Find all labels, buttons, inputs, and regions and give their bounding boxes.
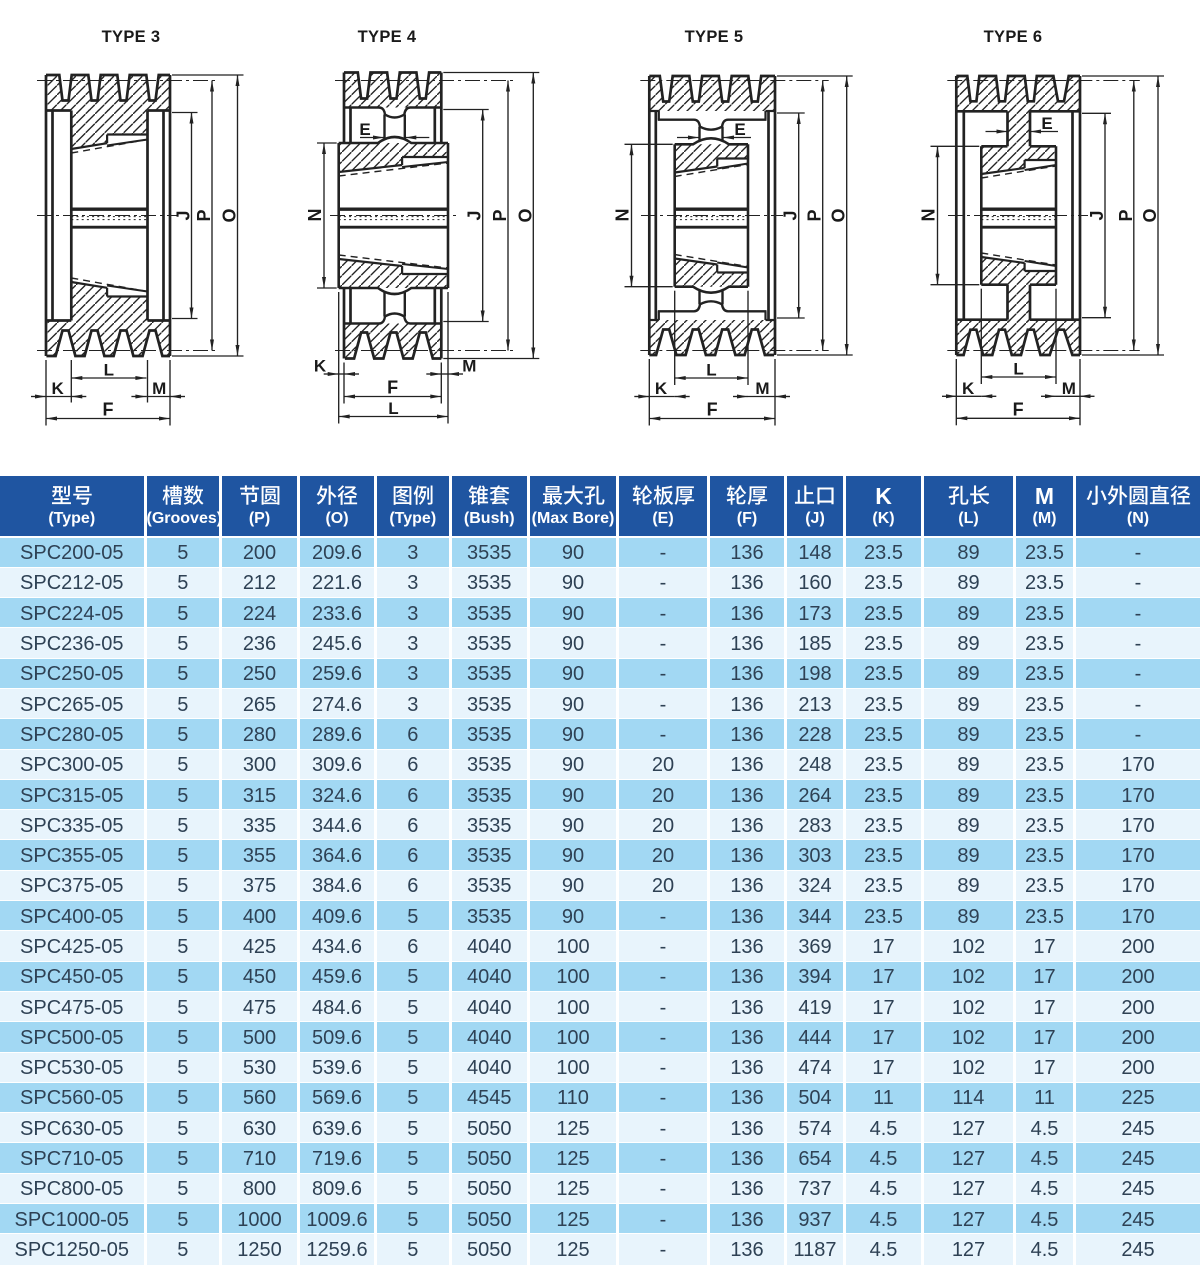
svg-text:E: E [359, 120, 370, 139]
svg-text:M: M [462, 357, 476, 376]
svg-text:L: L [1013, 360, 1023, 379]
svg-text:K: K [314, 357, 327, 376]
svg-text:P: P [490, 209, 510, 221]
svg-text:TYPE 3: TYPE 3 [102, 28, 161, 46]
svg-text:O: O [515, 208, 535, 222]
svg-text:F: F [103, 400, 114, 420]
svg-text:P: P [194, 209, 214, 221]
svg-text:O: O [829, 208, 849, 222]
svg-text:M: M [152, 379, 166, 398]
svg-text:O: O [220, 208, 240, 222]
svg-text:K: K [655, 379, 668, 398]
svg-text:F: F [1013, 399, 1024, 419]
svg-text:L: L [706, 361, 716, 380]
svg-text:TYPE 6: TYPE 6 [984, 28, 1043, 46]
svg-text:F: F [387, 378, 398, 398]
svg-text:L: L [104, 361, 114, 380]
svg-text:K: K [51, 379, 64, 398]
svg-text:J: J [1087, 210, 1107, 220]
svg-text:L: L [388, 399, 398, 418]
svg-text:K: K [962, 379, 975, 398]
svg-text:E: E [734, 120, 745, 139]
svg-text:N: N [305, 209, 325, 222]
svg-text:N: N [919, 209, 939, 222]
svg-text:P: P [805, 209, 825, 221]
svg-text:M: M [1062, 379, 1076, 398]
svg-text:TYPE 4: TYPE 4 [358, 28, 417, 46]
svg-text:N: N [613, 209, 633, 222]
svg-text:J: J [465, 210, 485, 220]
svg-text:M: M [755, 379, 769, 398]
svg-text:O: O [1140, 208, 1160, 222]
svg-text:F: F [707, 400, 718, 420]
svg-text:P: P [1116, 209, 1136, 221]
svg-text:TYPE 5: TYPE 5 [685, 28, 744, 46]
svg-text:J: J [781, 210, 801, 220]
svg-text:J: J [174, 210, 194, 220]
svg-text:E: E [1041, 114, 1052, 133]
